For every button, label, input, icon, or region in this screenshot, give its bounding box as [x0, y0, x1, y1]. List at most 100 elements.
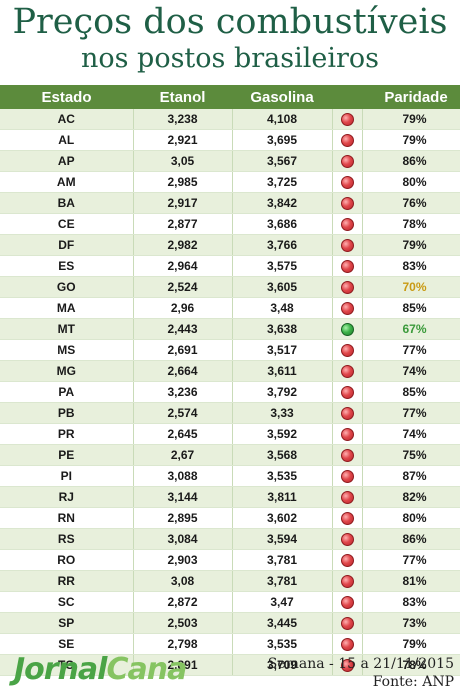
cell-estado: PR	[0, 423, 134, 445]
red-status-dot-icon	[340, 596, 354, 610]
table-body: AC 3,238 4,108 79% AL 2,921 3,695 79% AP 3,05 3,56…	[0, 109, 460, 676]
cell-estado: SC	[0, 591, 134, 613]
cell-etanol: 2,891	[133, 654, 233, 676]
red-status-dot-icon	[340, 638, 354, 652]
cell-etanol: 3,238	[133, 109, 233, 130]
cell-indicator	[332, 234, 363, 256]
cell-gasolina: 3,592	[232, 423, 333, 445]
cell-estado: AP	[0, 150, 134, 172]
cell-gasolina: 3,611	[232, 360, 333, 382]
cell-paridade: 81%	[362, 570, 460, 592]
cell-indicator	[332, 109, 363, 130]
cell-gasolina: 3,605	[232, 276, 333, 298]
cell-indicator	[332, 444, 363, 466]
table-row: SE 2,798 3,535 79%	[0, 633, 460, 655]
table-row: AP 3,05 3,567 86%	[0, 150, 460, 172]
red-status-dot-icon	[340, 428, 354, 442]
cell-paridade: 77%	[362, 339, 460, 361]
cell-estado: RJ	[0, 486, 134, 508]
green-status-dot-icon	[340, 323, 354, 337]
cell-etanol: 3,05	[133, 150, 233, 172]
table-row: MA 2,96 3,48 85%	[0, 297, 460, 319]
cell-paridade: 76%	[362, 192, 460, 214]
table-row: RS 3,084 3,594 86%	[0, 528, 460, 550]
cell-etanol: 2,903	[133, 549, 233, 571]
cell-gasolina: 3,568	[232, 444, 333, 466]
cell-gasolina: 3,725	[232, 171, 333, 193]
table-row: DF 2,982 3,766 79%	[0, 234, 460, 256]
red-status-dot-icon	[340, 407, 354, 421]
cell-paridade: 73%	[362, 612, 460, 634]
cell-indicator	[332, 549, 363, 571]
cell-indicator	[332, 528, 363, 550]
page-title: Preços dos combustíveis	[12, 2, 448, 42]
cell-paridade: 79%	[362, 633, 460, 655]
red-status-dot-icon	[340, 365, 354, 379]
table-row: GO 2,524 3,605 70%	[0, 276, 460, 298]
cell-etanol: 2,503	[133, 612, 233, 634]
cell-paridade: 79%	[362, 129, 460, 151]
cell-gasolina: 3,602	[232, 507, 333, 529]
cell-gasolina: 3,638	[232, 318, 333, 340]
cell-estado: GO	[0, 276, 134, 298]
data-source: Fonte: ANP	[372, 674, 454, 690]
red-status-dot-icon	[340, 512, 354, 526]
cell-indicator	[332, 213, 363, 235]
cell-estado: TO	[0, 654, 134, 676]
cell-etanol: 2,574	[133, 402, 233, 424]
cell-etanol: 2,691	[133, 339, 233, 361]
table-row: SC 2,872 3,47 83%	[0, 591, 460, 613]
cell-paridade: 74%	[362, 423, 460, 445]
cell-etanol: 2,798	[133, 633, 233, 655]
cell-etanol: 2,985	[133, 171, 233, 193]
cell-paridade: 78%	[362, 654, 460, 676]
cell-paridade: 86%	[362, 528, 460, 550]
cell-paridade: 77%	[362, 549, 460, 571]
red-status-dot-icon	[340, 155, 354, 169]
cell-gasolina: 3,709	[232, 654, 333, 676]
cell-etanol: 2,921	[133, 129, 233, 151]
table-row: ES 2,964 3,575 83%	[0, 255, 460, 277]
table-row: RJ 3,144 3,811 82%	[0, 486, 460, 508]
red-status-dot-icon	[340, 659, 354, 673]
cell-indicator	[332, 171, 363, 193]
cell-indicator	[332, 507, 363, 529]
table-row: PR 2,645 3,592 74%	[0, 423, 460, 445]
cell-gasolina: 4,108	[232, 109, 333, 130]
cell-etanol: 3,088	[133, 465, 233, 487]
table-row: MG 2,664 3,611 74%	[0, 360, 460, 382]
red-status-dot-icon	[340, 575, 354, 589]
column-header-etanol: Etanol	[133, 85, 232, 109]
cell-estado: AL	[0, 129, 134, 151]
cell-indicator	[332, 129, 363, 151]
cell-etanol: 2,524	[133, 276, 233, 298]
cell-etanol: 2,895	[133, 507, 233, 529]
cell-estado: AM	[0, 171, 134, 193]
cell-gasolina: 3,781	[232, 570, 333, 592]
cell-paridade: 80%	[362, 507, 460, 529]
cell-indicator	[332, 570, 363, 592]
cell-etanol: 2,443	[133, 318, 233, 340]
cell-paridade: 78%	[362, 213, 460, 235]
cell-paridade: 87%	[362, 465, 460, 487]
red-status-dot-icon	[340, 176, 354, 190]
table-row: PA 3,236 3,792 85%	[0, 381, 460, 403]
cell-gasolina: 3,445	[232, 612, 333, 634]
cell-gasolina: 3,792	[232, 381, 333, 403]
table-row: BA 2,917 3,842 76%	[0, 192, 460, 214]
table-row: SP 2,503 3,445 73%	[0, 612, 460, 634]
cell-indicator	[332, 486, 363, 508]
cell-paridade: 70%	[362, 276, 460, 298]
table-row: AL 2,921 3,695 79%	[0, 129, 460, 151]
cell-paridade: 75%	[362, 444, 460, 466]
red-status-dot-icon	[340, 197, 354, 211]
cell-etanol: 3,144	[133, 486, 233, 508]
cell-estado: BA	[0, 192, 134, 214]
cell-gasolina: 3,811	[232, 486, 333, 508]
cell-gasolina: 3,766	[232, 234, 333, 256]
cell-gasolina: 3,48	[232, 297, 333, 319]
table-row: RO 2,903 3,781 77%	[0, 549, 460, 571]
cell-indicator	[332, 423, 363, 445]
cell-etanol: 3,236	[133, 381, 233, 403]
red-status-dot-icon	[340, 470, 354, 484]
